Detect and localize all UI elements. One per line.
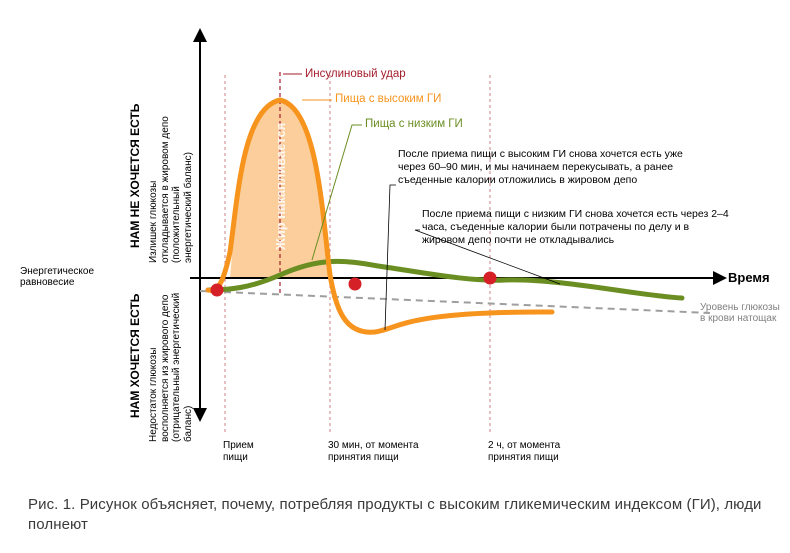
legend-high-gi-text: Пища с высоким ГИ xyxy=(335,93,441,105)
legend-insulin-text: Инсулиновый удар xyxy=(305,68,406,80)
y-upper-label: НАМ НЕ ХОЧЕТСЯ ЕСТЬ xyxy=(128,104,142,248)
annot-low-gi: После приема пищи с низким ГИ снова хоче… xyxy=(422,208,732,247)
y-lower-label: НАМ ХОЧЕТСЯ ЕСТЬ xyxy=(128,294,142,418)
chart-area: НАМ НЕ ХОЧЕТСЯ ЕСТЬ Излишек глюкозы откл… xyxy=(0,0,790,490)
legend-insulin: Инсулиновый удар xyxy=(305,68,406,80)
y-lower-note: Недостаток глюкозы восполняется из жиров… xyxy=(148,292,194,442)
y-upper-note: Излишек глюкозы откладывается в жировом … xyxy=(148,113,194,263)
x-mark-label: 30 мин, от моментапринятия пищи xyxy=(328,440,448,463)
legend-high-gi: Пища с высоким ГИ xyxy=(335,93,441,105)
x-mark-label: 2 ч, от моментапринятия пищи xyxy=(488,440,608,463)
legend-low-gi: Пища с низким ГИ xyxy=(365,118,463,130)
x-axis-label: Время xyxy=(728,270,770,285)
annot-high-gi: После приема пищи с высоким ГИ снова хоч… xyxy=(398,148,708,187)
baseline-text: Уровень глюкозыв крови натощак xyxy=(700,302,780,324)
figure-caption: Рис. 1. Рисунок объясняет, почему, потре… xyxy=(28,495,768,536)
x-mark-label: Приемпищи xyxy=(223,440,343,463)
peak-label: Жир накапливается xyxy=(273,123,288,250)
equilibrium-text: Энергетическоеравновесие xyxy=(20,266,94,288)
baseline-label: Уровень глюкозыв крови натощак xyxy=(700,302,790,324)
equilibrium-label: Энергетическоеравновесие xyxy=(20,266,115,288)
legend-low-gi-text: Пища с низким ГИ xyxy=(365,118,463,130)
